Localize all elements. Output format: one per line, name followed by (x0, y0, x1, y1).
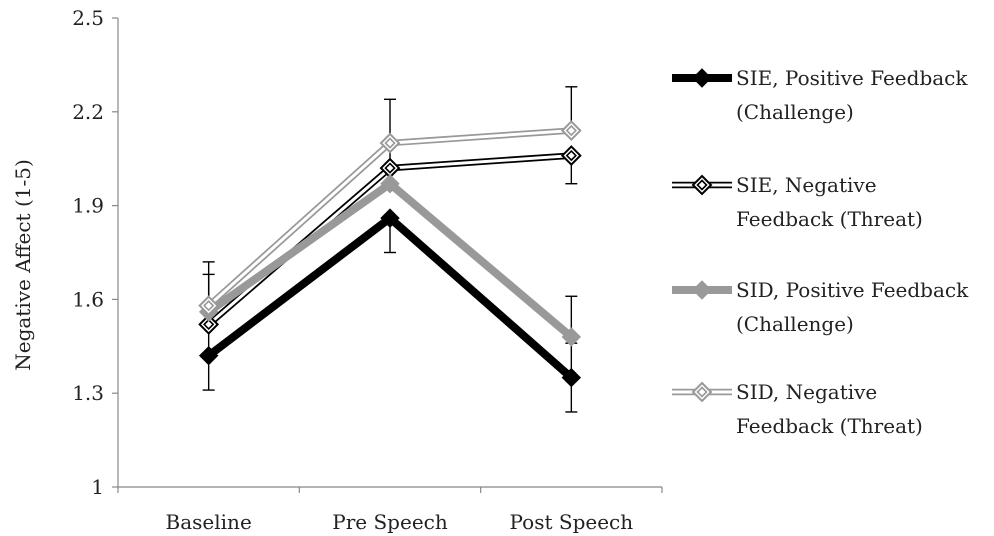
series-point (380, 208, 400, 228)
x-tick-label: Post Speech (510, 510, 634, 534)
x-ticks: Baseline Pre Speech Post Speech (117, 487, 663, 534)
series-point (198, 345, 219, 366)
y-tick-label: 2.5 (72, 6, 104, 30)
legend-label: Feedback (Threat) (736, 414, 923, 438)
axes (117, 18, 662, 488)
y-tick-label: 2.2 (72, 100, 104, 124)
legend-item: SIE, Positive Feedback (Challenge) (672, 66, 968, 124)
y-ticks: 1 1.3 1.6 1.9 2.2 2.5 (72, 6, 118, 499)
legend-item: SIE, Negative Feedback (Threat) (672, 173, 923, 231)
series-point-inner (203, 318, 215, 331)
legend-item: SID, Negative Feedback (Threat) (672, 380, 923, 438)
legend-item: SID, Positive Feedback (Challenge) (672, 278, 969, 336)
legend-label: SIE, Positive Feedback (736, 66, 968, 90)
legend-label: SIE, Negative (736, 173, 877, 197)
series-point-inner (384, 162, 396, 174)
legend-label: (Challenge) (736, 100, 854, 124)
legend-label: Feedback (Threat) (736, 207, 923, 231)
x-tick-label: Baseline (166, 510, 252, 534)
legend-label: SID, Positive Feedback (736, 278, 969, 302)
series-lines (198, 120, 582, 388)
series-1 (198, 208, 582, 388)
legend-swatch-marker-inner (696, 179, 708, 191)
series-point (380, 174, 400, 194)
series-4 (198, 120, 582, 317)
y-tick-label: 1.3 (72, 381, 104, 405)
legend: SIE, Positive Feedback (Challenge) SIE, Ne… (672, 66, 969, 438)
legend-label: (Challenge) (736, 312, 854, 336)
legend-swatch-marker-inner (696, 386, 708, 398)
y-tick-label: 1 (91, 475, 104, 499)
y-tick-label: 1.6 (72, 287, 104, 311)
legend-swatch-marker (692, 68, 712, 88)
y-axis-title: Negative Affect (1-5) (11, 159, 35, 371)
series-point (561, 327, 582, 347)
series-point (561, 367, 582, 388)
series-point-inner (203, 300, 215, 312)
series-point-inner (384, 137, 396, 149)
series-point-inner (565, 124, 577, 137)
x-tick-label: Pre Speech (332, 510, 448, 534)
series-point-inner (565, 149, 577, 162)
legend-label: SID, Negative (736, 380, 877, 404)
legend-swatch-marker (692, 280, 712, 300)
y-tick-label: 1.9 (72, 194, 104, 218)
